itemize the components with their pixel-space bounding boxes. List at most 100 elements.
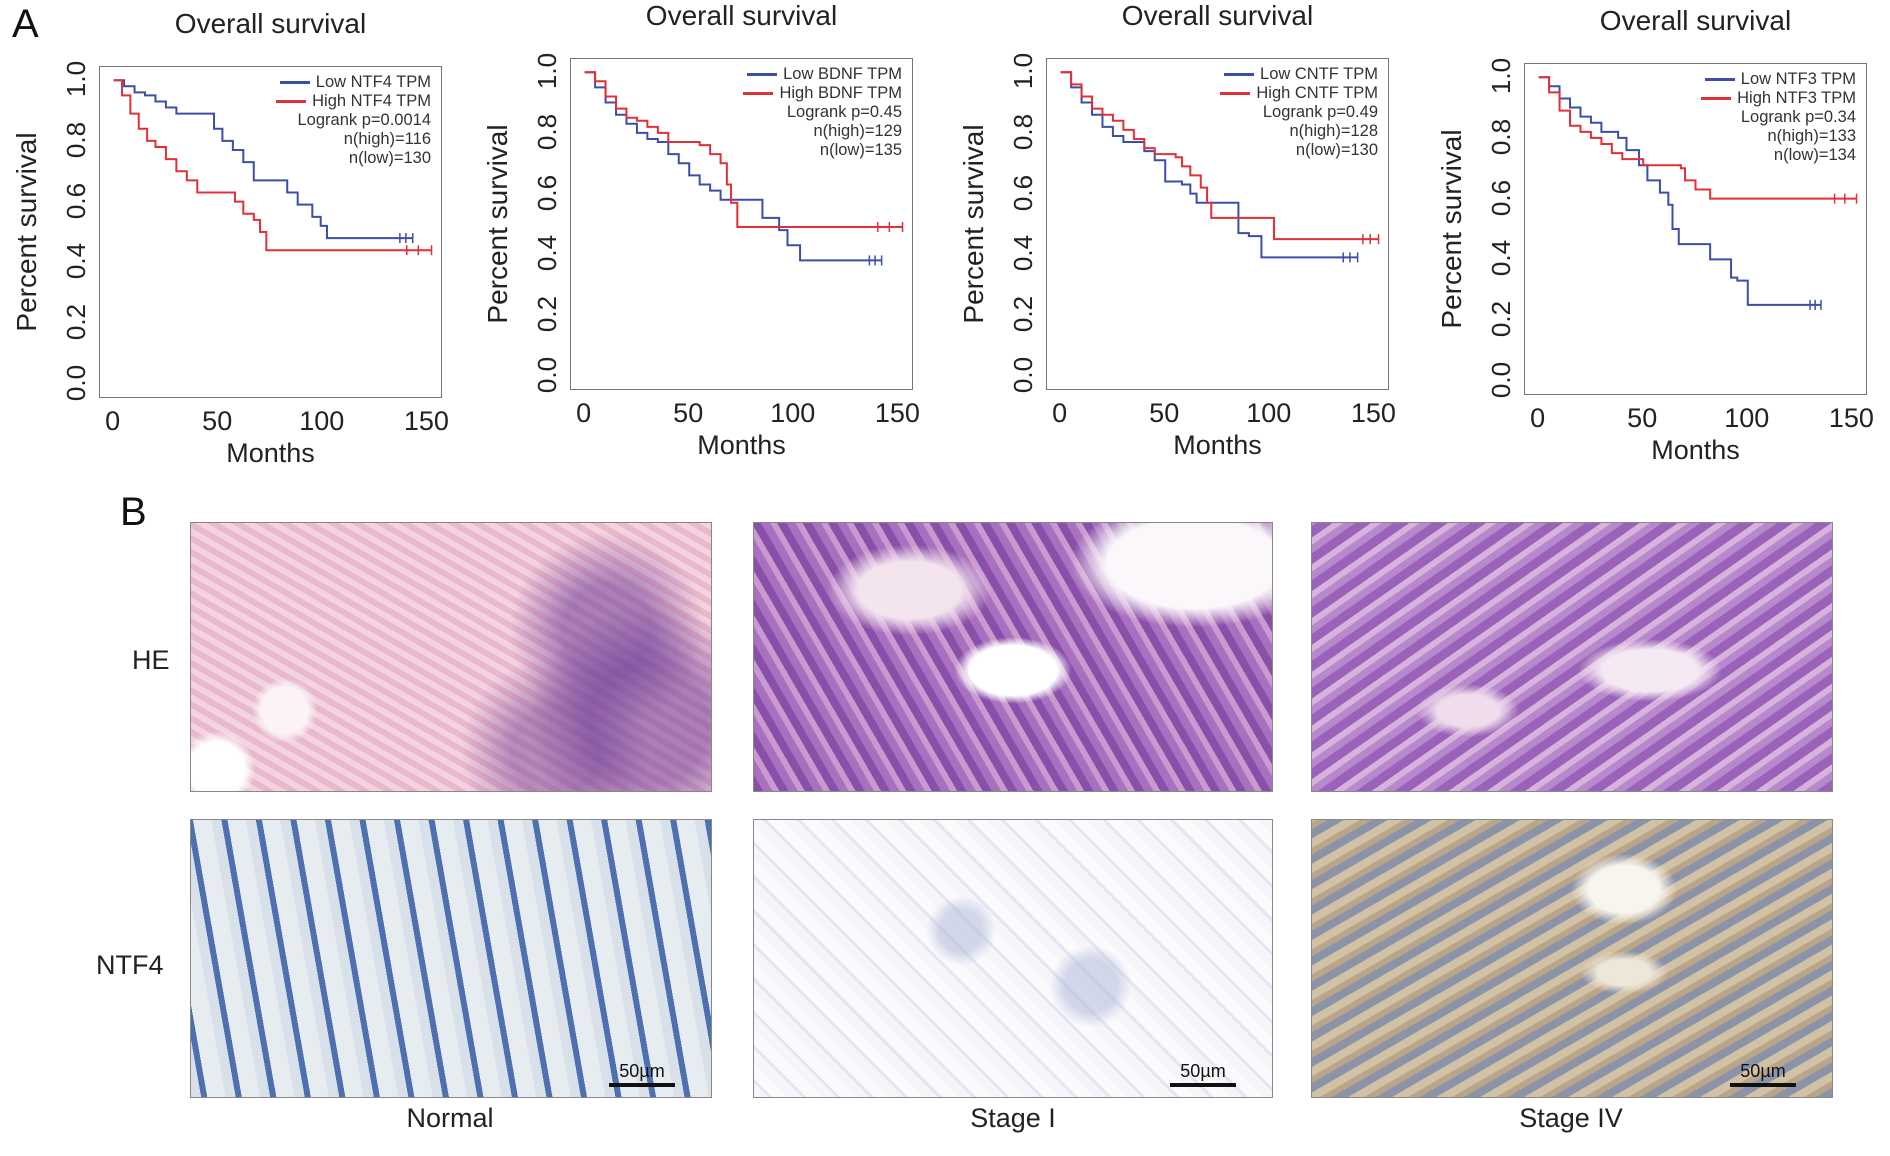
stat-annotation: n(high)=129: [813, 122, 902, 140]
x-tick-label: 0: [1052, 398, 1068, 428]
legend-label: Low NTF4 TPM: [315, 73, 431, 91]
legend: Low CNTF TPM High CNTF TPM Logrank p=0.49 n…: [1220, 65, 1378, 160]
stat-annotation: n(low)=135: [819, 141, 902, 159]
chart-title: Overall survival: [645, 0, 838, 31]
scale-bar-label: 50µm: [619, 1061, 665, 1081]
y-tick-label: 0.4: [1008, 235, 1038, 272]
scale-bar: 50µm: [1730, 1061, 1796, 1087]
legend-entry: High NTF4 TPM: [276, 92, 431, 111]
high-expression-curve: [1538, 76, 1857, 200]
legend-swatch: [743, 92, 774, 95]
legend-swatch: [1701, 97, 1732, 100]
y-tick-label: 0.8: [532, 113, 562, 150]
panel-label-b: B: [120, 490, 147, 534]
legend-entry: High BDNF TPM: [743, 84, 902, 103]
legend-label: High NTF3 TPM: [1737, 89, 1856, 107]
plot-area: Low NTF4 TPM High NTF4 TPM Logrank p=0.001…: [99, 66, 442, 398]
y-tick-label: 0.0: [61, 364, 91, 401]
plot-area: Low CNTF TPM High CNTF TPM Logrank p=0.49 n…: [1046, 58, 1389, 390]
y-axis-label: Percent survival: [11, 132, 42, 332]
ntf4-stage1-image: 50µm: [753, 819, 1273, 1098]
x-tick-label: 150: [874, 398, 920, 428]
legend-label: High CNTF TPM: [1256, 84, 1378, 102]
survival-chart-3: Overall survival Percent survival Months 0 5…: [1436, 5, 1874, 465]
x-tick-label: 150: [1828, 403, 1874, 433]
legend-label: Low CNTF TPM: [1260, 65, 1378, 83]
y-tick-label: 0.4: [1486, 240, 1516, 277]
survival-chart-0: Overall survival Percent survival Months 0 5…: [11, 8, 449, 468]
y-tick-label: 1.0: [532, 53, 562, 90]
x-tick-label: 0: [1530, 403, 1546, 433]
chart-title: Overall survival: [1599, 5, 1792, 36]
plot-area: Low BDNF TPM High BDNF TPM Logrank p=0.45 n…: [570, 58, 913, 390]
x-tick-label: 50: [1149, 398, 1180, 428]
survival-curves: [1060, 71, 1380, 263]
survival-curves: [584, 71, 904, 266]
legend-swatch: [279, 81, 310, 84]
high-expression-curve: [113, 79, 432, 252]
he-normal-image: [190, 522, 712, 792]
x-tick-label: 100: [770, 398, 816, 428]
x-axis-label: Months: [697, 430, 786, 460]
survival-chart-2: Overall survival Percent survival Months 0 5…: [958, 0, 1396, 460]
scale-bar: 50µm: [609, 1061, 675, 1087]
scale-bar: 50µm: [1170, 1061, 1236, 1087]
y-tick-label: 0.2: [61, 304, 91, 341]
legend: Low BDNF TPM High BDNF TPM Logrank p=0.45 n…: [743, 65, 902, 160]
stat-annotation: Logrank p=0.0014: [297, 111, 432, 129]
ntf4-normal-image: 50µm: [190, 819, 712, 1098]
x-tick-label: 150: [1350, 398, 1396, 428]
legend-entry: Low NTF4 TPM: [276, 73, 431, 92]
x-axis-label: Months: [1651, 435, 1740, 465]
y-axis-label: Percent survival: [1436, 129, 1467, 329]
ntf4-stage4-image: 50µm: [1311, 819, 1833, 1098]
y-tick-label: 0.8: [1486, 118, 1516, 155]
legend-label: Low BDNF TPM: [783, 65, 902, 83]
legend-entry: High CNTF TPM: [1220, 84, 1378, 103]
y-tick-label: 0.0: [1486, 361, 1516, 398]
x-tick-label: 100: [1246, 398, 1292, 428]
column-label-stage4: Stage IV: [1519, 1103, 1623, 1133]
survival-curves: [1538, 76, 1858, 310]
y-tick-label: 0.4: [61, 243, 91, 280]
legend-entry: Low NTF3 TPM: [1701, 70, 1856, 89]
stat-annotation: Logrank p=0.49: [1262, 103, 1378, 121]
x-tick-label: 0: [105, 406, 121, 436]
scale-bar-label: 50µm: [1180, 1061, 1226, 1081]
chart-title: Overall survival: [174, 8, 367, 39]
plot-area: Low NTF3 TPM High NTF3 TPM Logrank p=0.34 n…: [1524, 63, 1867, 395]
x-tick-label: 100: [1724, 403, 1770, 433]
high-expression-curve: [584, 71, 903, 229]
y-axis-label: Percent survival: [482, 124, 513, 324]
y-tick-label: 0.6: [61, 182, 91, 219]
legend-label: Low NTF3 TPM: [1740, 70, 1856, 88]
low-expression-curve: [584, 71, 882, 262]
y-tick-label: 0.4: [532, 235, 562, 272]
x-tick-label: 150: [403, 406, 449, 436]
y-tick-label: 0.0: [1008, 356, 1038, 393]
x-axis-label: Months: [226, 438, 315, 468]
stat-annotation: n(low)=130: [1295, 141, 1378, 159]
stat-annotation: n(low)=130: [348, 149, 431, 167]
y-tick-label: 0.8: [61, 121, 91, 158]
row-label-ntf4: NTF4: [96, 950, 164, 980]
stat-annotation: n(high)=128: [1289, 122, 1378, 140]
legend-swatch: [747, 73, 778, 76]
x-tick-label: 50: [202, 406, 233, 436]
x-tick-label: 100: [299, 406, 345, 436]
y-tick-label: 0.8: [1008, 113, 1038, 150]
row-label-he: HE: [132, 645, 170, 675]
legend-label: High BDNF TPM: [779, 84, 902, 102]
legend-swatch: [1220, 92, 1251, 95]
panel-label-a: A: [12, 2, 39, 46]
y-tick-label: 0.6: [532, 174, 562, 211]
survival-chart-1: Overall survival Percent survival Months 0 5…: [482, 0, 920, 460]
legend-entry: Low BDNF TPM: [743, 65, 902, 84]
y-tick-label: 1.0: [1008, 53, 1038, 90]
scale-bar-label: 50µm: [1740, 1061, 1786, 1081]
column-label-stage1: Stage I: [970, 1103, 1056, 1133]
legend: Low NTF3 TPM High NTF3 TPM Logrank p=0.34 n…: [1701, 70, 1856, 165]
x-tick-label: 0: [576, 398, 592, 428]
he-stage1-image: [753, 522, 1273, 792]
y-tick-label: 0.6: [1486, 179, 1516, 216]
